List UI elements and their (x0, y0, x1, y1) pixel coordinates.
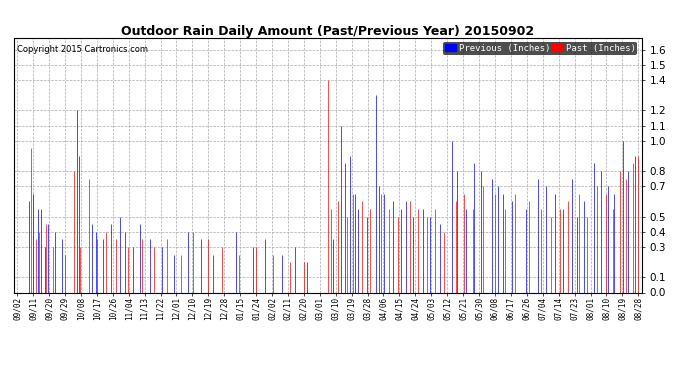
Text: Copyright 2015 Cartronics.com: Copyright 2015 Cartronics.com (17, 45, 148, 54)
Title: Outdoor Rain Daily Amount (Past/Previous Year) 20150902: Outdoor Rain Daily Amount (Past/Previous… (121, 24, 534, 38)
Legend: Previous (Inches), Past (Inches): Previous (Inches), Past (Inches) (444, 42, 637, 55)
